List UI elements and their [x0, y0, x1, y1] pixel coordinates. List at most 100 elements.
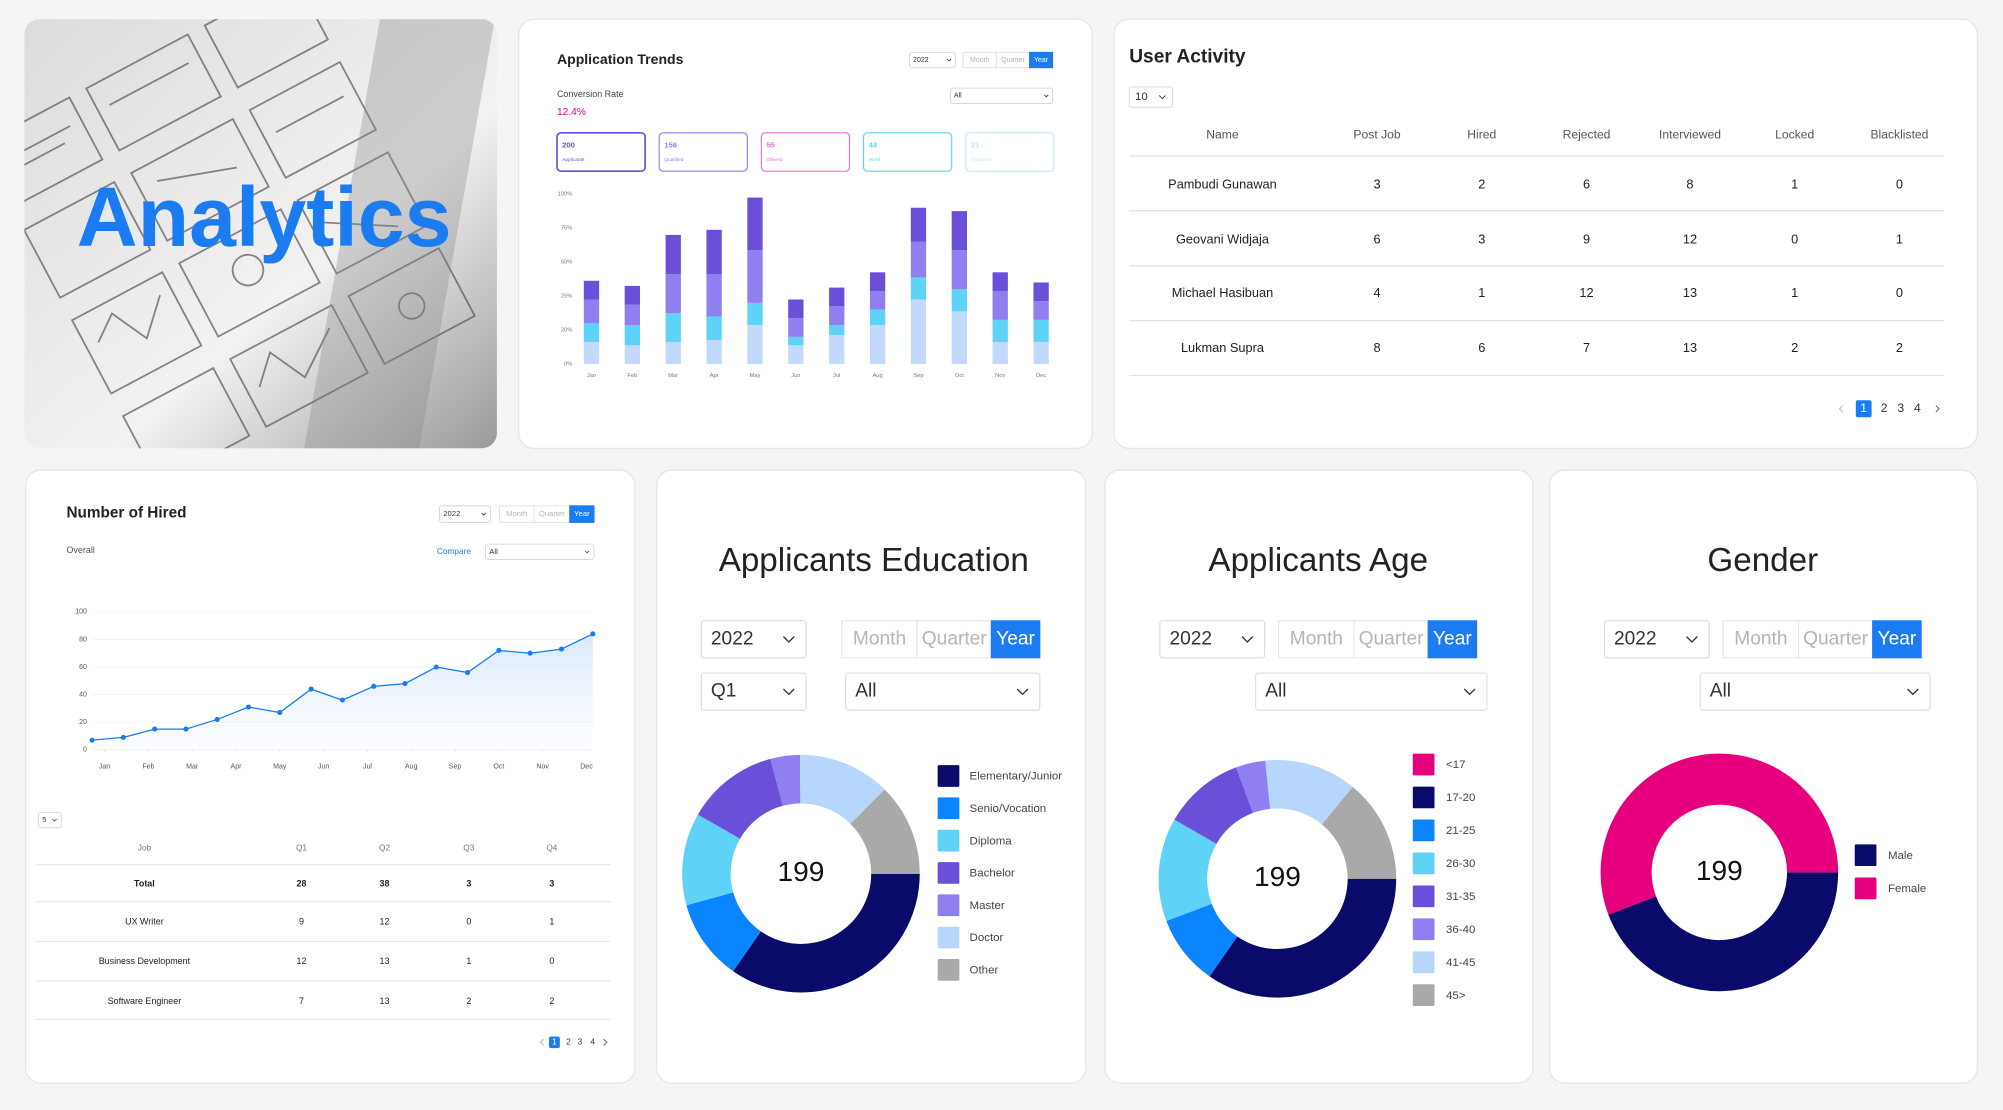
- page-size-select: [1128, 86, 1174, 108]
- bar-segment: [829, 306, 845, 325]
- card: [1113, 18, 1979, 449]
- table-title: User Activity: [1129, 47, 1246, 68]
- quarter-select-text: Q1: [711, 681, 737, 702]
- bar-segment: [951, 289, 968, 312]
- y-tick-label: 0: [83, 747, 87, 754]
- x-tick-label: Aug: [872, 373, 882, 379]
- bar-segment: [910, 207, 927, 242]
- sketch: [228, 303, 369, 429]
- table-cell: 6: [1373, 232, 1380, 247]
- chevron: [946, 58, 952, 62]
- period-label: Month: [506, 509, 527, 518]
- table-cell: Business Development: [99, 956, 191, 966]
- filter-select: [949, 87, 1054, 104]
- x-tick-label: Oct: [955, 373, 964, 379]
- page-number: 2: [566, 1036, 571, 1046]
- bar-segment: [992, 341, 1008, 365]
- donut-total: 199: [778, 856, 825, 887]
- legend-swatch: [937, 894, 960, 917]
- period-button: [990, 620, 1041, 659]
- stat-card: [760, 132, 851, 172]
- filter-select: [1699, 672, 1931, 711]
- legend-swatch: [1412, 786, 1435, 809]
- chart-title: Applicants Age: [1208, 542, 1428, 579]
- bar-segment: [1033, 282, 1049, 302]
- sketch-lines: [24, 62, 399, 388]
- line-point: [558, 646, 565, 652]
- table-header: Q2: [379, 842, 390, 852]
- donut-slice: [697, 758, 783, 839]
- stat-label: Qualified: [664, 157, 683, 163]
- donut-total: 199: [1696, 855, 1743, 886]
- chevron: [1016, 688, 1029, 696]
- x-tick-label: Sep: [913, 373, 923, 379]
- period-button: [1029, 51, 1054, 69]
- bar-segment: [706, 316, 722, 341]
- sketches: [24, 19, 477, 449]
- page-edge: [304, 19, 495, 449]
- chart-title: Number of Hired: [66, 505, 186, 522]
- page-size-select: [37, 811, 62, 829]
- table-cell: Michael Hasibuan: [1172, 285, 1273, 300]
- bar-segment: [788, 299, 804, 319]
- bar-segment: [1033, 301, 1049, 320]
- y-tick-label: 100%: [558, 192, 573, 198]
- page-number: 2: [1881, 401, 1888, 415]
- donut-slice: [1158, 819, 1217, 921]
- table-cell: 8: [1686, 177, 1693, 192]
- table-cell: 13: [1683, 285, 1697, 300]
- line-point: [214, 716, 220, 722]
- legend-label: Senio/Vocation: [970, 803, 1047, 815]
- line-point: [496, 647, 502, 654]
- period-button: [1427, 620, 1478, 659]
- x-tick-label: Nov: [536, 763, 549, 770]
- page-number: 3: [578, 1036, 583, 1046]
- legend-label: Diploma: [970, 835, 1013, 847]
- bar-segment: [706, 340, 722, 365]
- x-tick-label: May: [273, 763, 287, 770]
- table-cell: 0: [466, 917, 471, 927]
- sketch: [130, 117, 270, 242]
- legend-swatch: [1412, 753, 1435, 776]
- y-tick-label: 25%: [561, 294, 572, 300]
- stat-label: Offered: [766, 157, 782, 163]
- year-select: [700, 620, 807, 659]
- table-cell: 12: [1683, 232, 1697, 247]
- bar-segment: [829, 287, 845, 307]
- filter-select-text: All: [489, 547, 498, 556]
- legend-swatch: [937, 959, 960, 981]
- x-tick-label: Jul: [833, 373, 840, 379]
- page-prev: [1838, 405, 1843, 413]
- chart-subtitle: Overall: [66, 545, 94, 555]
- page-next: [1935, 405, 1940, 413]
- page-size-select-text: 5: [42, 815, 46, 824]
- sketch: [203, 19, 330, 89]
- chart-title: Gender: [1707, 542, 1818, 579]
- table-cell: 9: [299, 917, 304, 927]
- legend-label: Elementary/Junior: [970, 771, 1063, 783]
- donut-slice: [770, 754, 801, 806]
- year-select-text: 2022: [443, 509, 460, 518]
- x-tick-label: Jun: [791, 373, 800, 379]
- chevron: [1044, 94, 1049, 98]
- bar-segment: [951, 250, 968, 290]
- stat-value: 21: [971, 141, 980, 150]
- sketch: [85, 33, 222, 152]
- period-label: Month: [1290, 628, 1343, 649]
- table-cell: 7: [299, 996, 304, 1006]
- legend-label: Male: [1888, 850, 1913, 862]
- bar-segment: [951, 211, 968, 251]
- bar-segment: [747, 302, 763, 325]
- page-number: 4: [590, 1036, 595, 1046]
- hero-image: [24, 19, 497, 449]
- legend-swatch: [937, 797, 960, 820]
- table-cell: 2: [1478, 177, 1485, 192]
- period-button: [841, 620, 918, 659]
- bar-segment: [583, 280, 600, 300]
- bar-segment: [1033, 341, 1049, 365]
- table-header: Q3: [463, 842, 474, 852]
- chevron: [52, 818, 57, 822]
- line-point: [245, 704, 252, 710]
- bar-segment: [829, 335, 845, 365]
